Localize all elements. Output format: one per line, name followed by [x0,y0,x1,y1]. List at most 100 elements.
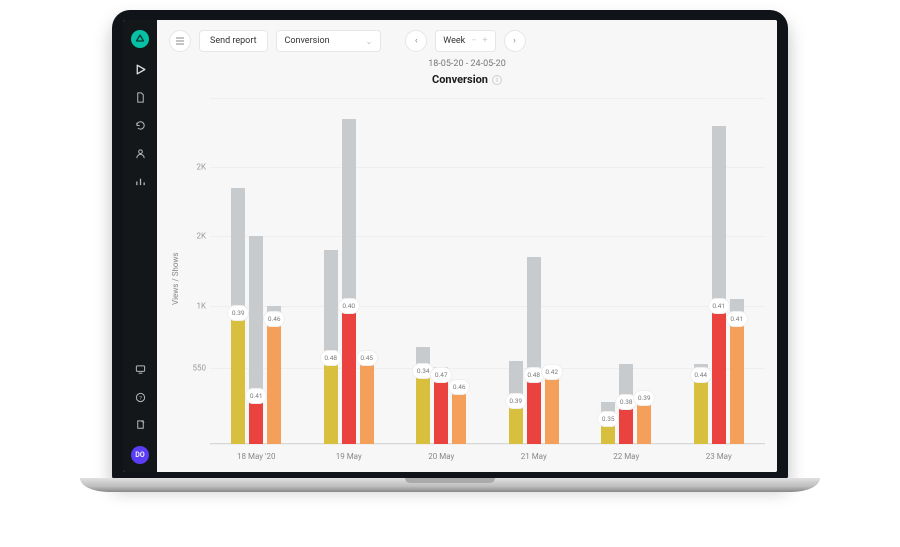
info-icon[interactable]: i [492,75,502,85]
svg-text:?: ? [139,395,142,401]
bar-badge: 0.39 [228,306,248,320]
laptop-frame: ? DO Send report Conversion ⌄ [112,10,788,480]
x-tick: 18 May '20 [210,446,303,466]
bar[interactable]: 0.40 [342,119,356,444]
chart-wrap: Views / Shows 2K 2K 1K 550 0.39 0.41 0.46 0.48… [169,92,765,466]
period-stepper: Week − + [435,30,495,52]
bar-badge: 0.48 [524,368,544,382]
laptop-base [80,478,820,492]
period-plus[interactable]: + [482,36,487,46]
bar-value-seg [342,306,356,444]
next-button[interactable]: › [504,30,526,52]
laptop-notch [405,478,495,483]
sidebar: ? DO [123,20,157,472]
x-tick: 21 May [488,446,581,466]
user-icon[interactable] [133,146,147,160]
chart-title-row: Conversion i [169,73,765,86]
bar-value-seg [694,375,708,444]
day-group: 0.39 0.41 0.46 [210,98,303,444]
bar[interactable]: 0.39 [637,396,651,444]
y-axis-label: Views / Shows [169,92,182,466]
bar-value-seg [249,396,263,444]
day-group: 0.35 0.380.39 [580,98,673,444]
bar-badge: 0.46 [264,312,284,326]
send-report-label: Send report [210,36,257,46]
main-area: Send report Conversion ⌄ ‹ Week − + › 18… [157,20,777,472]
bar[interactable]: 0.39 [509,361,523,444]
bar-badge: 0.41 [709,299,729,313]
bar-badge: 0.41 [246,389,266,403]
bar[interactable]: 0.42 [545,367,559,445]
bar[interactable]: 0.45 [360,354,374,444]
bar-badge: 0.45 [357,351,377,365]
day-group: 0.39 0.480.42 [488,98,581,444]
bar[interactable]: 0.38 [619,364,633,444]
bar-value-seg [545,372,559,444]
bar[interactable]: 0.34 [416,347,430,444]
menu-icon[interactable] [169,30,191,52]
bar[interactable]: 0.44 [694,364,708,444]
share-icon[interactable] [133,418,147,432]
screen: ? DO Send report Conversion ⌄ [123,20,777,472]
bar-value-seg [452,387,466,444]
bar-badge: 0.47 [431,368,451,382]
bar[interactable]: 0.48 [527,257,541,444]
day-group: 0.480.400.45 [303,98,396,444]
y-tick: 2K [182,163,206,172]
prev-button[interactable]: ‹ [405,30,427,52]
chart-title: Conversion [432,73,488,86]
metric-select[interactable]: Conversion ⌄ [276,30,382,52]
bar[interactable]: 0.47 [434,367,448,445]
play-icon[interactable] [133,62,147,76]
bar[interactable]: 0.46 [267,306,281,444]
bar-badge: 0.35 [598,412,618,426]
refresh-icon[interactable] [133,118,147,132]
brand-logo[interactable] [131,30,149,48]
bar[interactable]: 0.35 [601,402,615,444]
bar-badge: 0.46 [449,380,469,394]
metric-select-value: Conversion [285,36,330,46]
x-tick: 20 May [395,446,488,466]
help-icon[interactable]: ? [133,390,147,404]
bar[interactable]: 0.41 [730,299,744,444]
bar-value-seg [324,358,338,444]
bar[interactable]: 0.46 [452,383,466,444]
bar-value-seg [416,371,430,444]
bar-value-seg [360,358,374,444]
bar-badge: 0.38 [616,395,636,409]
bar-value-seg [231,313,245,444]
bar-badge: 0.48 [321,351,341,365]
y-tick: 2K [182,232,206,241]
bar[interactable]: 0.41 [712,126,726,444]
bar[interactable]: 0.48 [324,250,338,444]
gridline [210,444,765,445]
day-group: 0.44 0.410.41 [673,98,766,444]
display-icon[interactable] [133,362,147,376]
day-group: 0.340.470.46 [395,98,488,444]
bar-badge: 0.39 [506,394,526,408]
bar[interactable]: 0.41 [249,236,263,444]
bar-badge: 0.41 [727,312,747,326]
bar-value-seg [527,375,541,444]
y-tick: 550 [182,363,206,372]
bar-value-seg [267,319,281,444]
bar-badge: 0.42 [542,365,562,379]
date-range: 18-05-20 - 24-05-20 [169,59,765,69]
bar-badge: 0.44 [691,368,711,382]
avatar[interactable]: DO [131,446,149,464]
chevron-down-icon: ⌄ [366,37,373,46]
period-label: Week [443,36,465,46]
x-tick: 19 May [303,446,396,466]
bar-badge: 0.34 [413,364,433,378]
document-icon[interactable] [133,90,147,104]
toolbar: Send report Conversion ⌄ ‹ Week − + › [169,30,765,52]
analytics-icon[interactable] [133,174,147,188]
x-tick: 23 May [673,446,766,466]
bar-value-seg [730,319,744,444]
bar[interactable]: 0.39 [231,188,245,444]
bar-value-seg [712,306,726,444]
bar-badge: 0.39 [634,391,654,405]
y-tick: 1K [182,301,206,310]
send-report-button[interactable]: Send report [199,30,268,52]
period-minus[interactable]: − [471,36,476,46]
